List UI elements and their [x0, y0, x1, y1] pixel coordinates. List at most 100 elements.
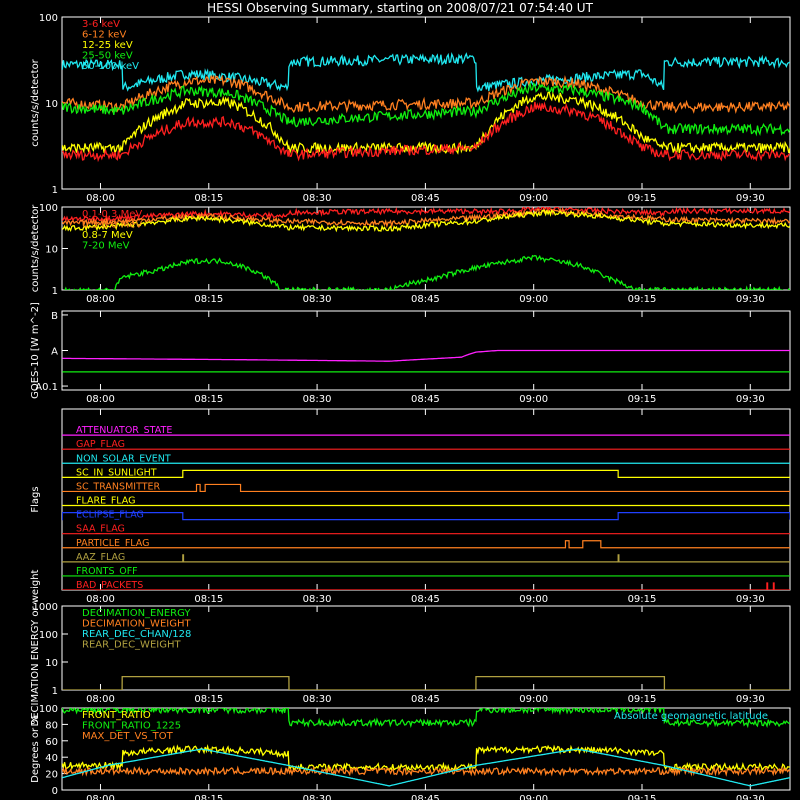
series-line-max-det-vs-tot [62, 765, 790, 777]
x-tick-label: 08:45 [411, 594, 440, 605]
flag-label: SC_IN_SUNLIGHT [76, 467, 157, 478]
series-line-3-6-kev [62, 101, 790, 163]
y-tick-label: 1 [52, 185, 58, 196]
legend-entry: 0.3-0.8 MeV [82, 220, 142, 231]
series-line-rear-dec-weight [62, 675, 790, 690]
series-line-0-1-0-3-mev [62, 207, 790, 223]
plot-area [62, 434, 790, 590]
legend-entry: 25-50 keV [82, 51, 133, 62]
x-tick-label: 08:15 [194, 794, 223, 800]
x-tick-label: 09:00 [519, 193, 548, 204]
x-tick-label: 08:15 [194, 594, 223, 605]
y-tick-label: B [51, 311, 58, 322]
legend-entry: 50-100 keV [82, 61, 139, 72]
flag-label: NON_SOLAR_EVENT [76, 453, 171, 464]
legend-entry: 7-20 MeV [82, 241, 130, 252]
y-tick-label: 1000 [33, 602, 58, 613]
panel-flags: Flags 08:00 08:15 08:30 08:45 09:00 09:15 09:30… [30, 408, 791, 605]
series-line-0-8-7-mev [62, 209, 790, 233]
legend-entry: 6-12 keV [82, 30, 126, 41]
legend-entry: DECIMATION_WEIGHT [82, 619, 191, 630]
x-tick-label: 09:30 [736, 193, 765, 204]
x-tick-label: 09:00 [519, 594, 548, 605]
y-tick-label: 40 [45, 753, 58, 764]
x-tick-label: 08:15 [194, 294, 223, 305]
plot-area [62, 51, 790, 163]
x-tick-label: 08:30 [303, 794, 332, 800]
legend-entry: 0.1-0.3 MeV [82, 209, 142, 220]
x-tick-label: 09:00 [519, 394, 548, 405]
flag-label: ATTENUATOR_STATE [76, 425, 172, 436]
x-tick-label: 08:30 [303, 193, 332, 204]
x-tick-label: 09:30 [736, 394, 765, 405]
y-tick-label: 100 [39, 630, 58, 641]
y-tick-label: 100 [39, 203, 58, 214]
annotation-label: Absolute geomagnetic latitude [614, 711, 768, 722]
figure-title: HESSI Observing Summary, starting on 200… [207, 1, 593, 15]
y-axis-label: counts/s/detector [30, 204, 41, 292]
flag-label: FRONTS_OFF [76, 566, 138, 577]
legend-entry: DECIMATION_ENERGY [82, 608, 191, 619]
flag-label: SAA_FLAG [76, 524, 125, 535]
x-tick-label: 08:15 [194, 193, 223, 204]
flag-line-aaz_flag [62, 554, 790, 563]
x-tick-label: 08:45 [411, 193, 440, 204]
legend-entry: REAR_DEC_CHAN/128 [82, 629, 191, 640]
x-tick-label: 08:30 [303, 294, 332, 305]
flag-line-sc_in_sunlight [62, 469, 790, 478]
flag-label: SC_TRANSMITTER [76, 481, 161, 492]
legend-entry: 0.8-7 MeV [82, 230, 133, 241]
legend-entry: FRONT_RATIO_1225 [82, 721, 181, 732]
x-tick-label: 09:00 [519, 294, 548, 305]
x-tick-label: 08:00 [86, 394, 115, 405]
flag-line-eclipse_flag [62, 512, 790, 521]
x-tick-label: 09:15 [628, 394, 657, 405]
flag-label: BAD_PACKETS [76, 580, 143, 591]
y-tick-label: 10 [45, 658, 58, 669]
x-tick-label: 08:45 [411, 794, 440, 800]
y-tick-label: 20 [45, 770, 58, 781]
series-line-0-3-0-8-mev [62, 207, 790, 229]
panel-lo-energy: counts/s/detector 1 10 100 08:00 08:15 08:30 08… [30, 13, 791, 204]
series-line-7-20-mev [62, 254, 790, 290]
legend-entry: REAR_DEC_WEIGHT [82, 640, 181, 651]
x-tick-label: 09:30 [736, 594, 765, 605]
x-tick-label: 09:30 [736, 694, 765, 705]
y-tick-label: 10 [45, 99, 58, 110]
x-tick-label: 08:00 [86, 594, 115, 605]
x-tick-label: 08:45 [411, 294, 440, 305]
x-tick-label: 08:30 [303, 394, 332, 405]
x-tick-label: 09:15 [628, 694, 657, 705]
legend-entry: FRONT_RATIO [82, 710, 151, 721]
plot-area [62, 207, 790, 290]
series-line-25-50-kev [62, 81, 790, 137]
y-tick-label: 10 [45, 245, 58, 256]
legend-entry: MAX_DET_VS_TOT [82, 731, 174, 742]
x-tick-label: 09:15 [628, 594, 657, 605]
y-tick-label: 80 [45, 720, 58, 731]
y-tick-label: 100 [39, 13, 58, 24]
series-line-absolute-geomagnetic-latitude [62, 748, 790, 787]
x-tick-label: 09:15 [628, 294, 657, 305]
x-tick-label: 09:15 [628, 794, 657, 800]
y-tick-label: 1 [52, 286, 58, 297]
series-line-series-0 [62, 349, 790, 362]
y-tick-label: 0 [52, 786, 58, 797]
y-tick-label: 60 [45, 737, 58, 748]
x-tick-label: 09:30 [736, 794, 765, 800]
x-tick-label: 08:45 [411, 394, 440, 405]
panel-ratios: Degrees or % 0 20 40 60 80 100 08:00 08:15 08:30 0… [30, 704, 791, 800]
y-tick-label: 100 [39, 704, 58, 715]
x-tick-label: 08:00 [86, 294, 115, 305]
x-tick-label: 09:30 [736, 294, 765, 305]
y-tick-label: A [51, 347, 58, 358]
plot-area [62, 349, 790, 373]
series-line-front-ratio-1225 [62, 708, 790, 729]
y-tick-label: 1 [52, 686, 58, 697]
flag-label: ECLIPSE_FLAG [76, 510, 144, 521]
flag-line-sc_transmitter [62, 483, 790, 493]
x-tick-label: 08:00 [86, 794, 115, 800]
flag-line-particle_flag [62, 540, 790, 549]
legend-entry: 3-6 keV [82, 19, 120, 30]
